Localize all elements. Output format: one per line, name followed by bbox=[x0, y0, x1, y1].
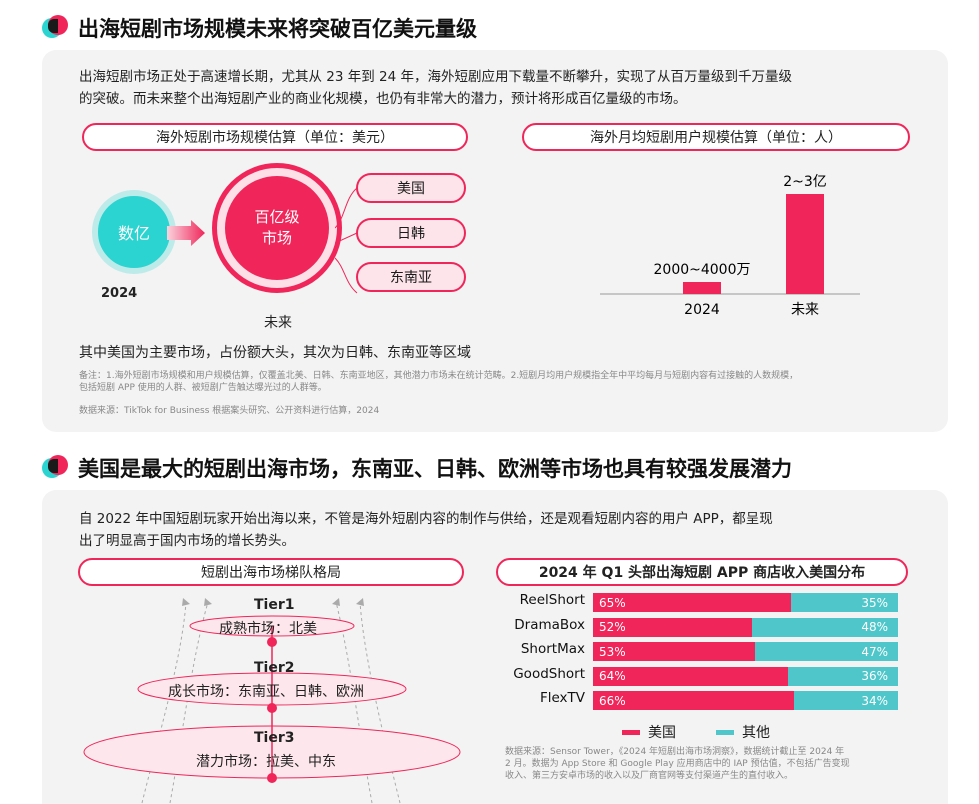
revenue-bar-us-segment: 52% bbox=[593, 617, 752, 637]
tiers-title: 短剧出海市场梯队格局 bbox=[78, 558, 464, 586]
section2-paragraph-line1: 自 2022 年中国短剧玩家开始出海以来，不管是海外短剧内容的制作与供给，还是观… bbox=[79, 511, 773, 527]
revenue-app-label: ReelShort bbox=[519, 592, 585, 608]
legend-us-swatch bbox=[622, 729, 640, 735]
revenue-bar: 65% 35% bbox=[593, 593, 898, 612]
section2-title-text: 美国是最大的短剧出海市场，东南亚、日韩、欧洲等市场也具有较强发展潜力 bbox=[78, 457, 792, 481]
section1-source: 数据来源：TikTok for Business 根据案头研究、公开资料进行估算… bbox=[79, 406, 380, 416]
revenue-app-label: ShortMax bbox=[520, 641, 585, 658]
section1-note-line2: 包括短剧 APP 使用的人群、被短剧广告触达曝光过的人群等。 bbox=[79, 383, 327, 393]
revenue-bar-us-segment: 53% bbox=[593, 642, 755, 662]
revenue-bar-us-segment: 66% bbox=[593, 691, 795, 711]
revenue-bar: 64% 36% bbox=[593, 666, 898, 686]
user-bar-value-1: 2~3亿 bbox=[783, 174, 827, 190]
revenue-bar-other-segment: 36% bbox=[788, 666, 898, 686]
section1-card: 出海短剧市场正处于高速增长期，尤其从 23 年到 24 年，海外短剧应用下载量不… bbox=[42, 50, 948, 432]
region-connector bbox=[335, 188, 358, 294]
revenue-source-line3: 收入、第三方安卓市场的收入以及厂商官网等支付渠道产生的直付收入。 bbox=[505, 771, 794, 781]
tiers-diagram bbox=[83, 598, 461, 804]
future-market-label2: 市场 bbox=[261, 229, 292, 247]
future-market-circle: 百亿级 市场 bbox=[225, 176, 329, 280]
section2-paragraph: 自 2022 年中国短剧玩家开始出海以来，不管是海外短剧内容的制作与供给，还是观… bbox=[79, 508, 773, 552]
revenue-bar-other-segment: 48% bbox=[751, 617, 898, 637]
tier2-name: Tier2 bbox=[254, 660, 295, 676]
revenue-bar-us-segment: 64% bbox=[593, 666, 789, 686]
tier1-desc: 成熟市场：北美 bbox=[219, 621, 317, 637]
section1-paragraph-line2: 的突破。而未来整个出海短剧产业的商业化规模，也仍有非常大的潜力，预计将形成百亿量… bbox=[79, 91, 687, 107]
revenue-app-label: FlexTV bbox=[539, 690, 585, 707]
brand-logo-icon bbox=[42, 15, 68, 41]
revenue-bar: 66% 34% bbox=[593, 691, 898, 711]
revenue-bar-other-segment: 34% bbox=[794, 691, 898, 711]
section1-paragraph: 出海短剧市场正处于高速增长期，尤其从 23 年到 24 年，海外短剧应用下载量不… bbox=[79, 66, 792, 110]
revenue-legend: 美国 其他 bbox=[622, 722, 770, 742]
tier3-name: Tier3 bbox=[254, 730, 295, 746]
brand-logo-icon bbox=[42, 455, 68, 481]
section1-title-text: 出海短剧市场规模未来将突破百亿美元量级 bbox=[78, 17, 477, 41]
revenue-bar-other-segment: 47% bbox=[754, 642, 898, 662]
user-size-title: 海外月均短剧用户规模估算（单位：人） bbox=[522, 123, 910, 151]
section1-title: 出海短剧市场规模未来将突破百亿美元量级 bbox=[42, 13, 477, 43]
revenue-source: 数据来源：Sensor Tower，《2024 年短剧出海市场洞察》，数据统计截… bbox=[505, 746, 850, 782]
current-market-label: 数亿 bbox=[117, 224, 150, 243]
tier1-name: Tier1 bbox=[254, 597, 295, 613]
current-market-circle: 数亿 bbox=[92, 190, 176, 274]
current-year-label: 2024 bbox=[101, 286, 138, 301]
future-year-label: 未来 bbox=[264, 315, 292, 331]
section1-note: 备注：1.海外短剧市场规模和用户规模估算，仅覆盖北美、日韩、东南亚地区，其他潜力… bbox=[79, 370, 798, 394]
revenue-source-line2: 2 月。数据为 App Store 和 Google Play 应用商店中的 I… bbox=[505, 759, 850, 769]
revenue-source-line1: 数据来源：Sensor Tower，《2024 年短剧出海市场洞察》，数据统计截… bbox=[505, 747, 845, 757]
region-pill-sea: 东南亚 bbox=[356, 262, 466, 292]
future-market-circle-outer: 百亿级 市场 bbox=[212, 163, 342, 293]
section1-summary: 其中美国为主要市场，占份额大头，其次为日韩、东南亚等区域 bbox=[79, 345, 471, 361]
section1-note-line1: 备注：1.海外短剧市场规模和用户规模估算，仅覆盖北美、日韩、东南亚地区，其他潜力… bbox=[79, 371, 799, 381]
legend-other-label: 其他 bbox=[742, 725, 770, 741]
revenue-bar: 53% 47% bbox=[593, 642, 898, 662]
section2-card: 自 2022 年中国短剧玩家开始出海以来，不管是海外短剧内容的制作与供给，还是观… bbox=[42, 490, 948, 804]
revenue-bar-us-segment: 65% bbox=[593, 593, 792, 612]
revenue-app-label: DramaBox bbox=[514, 616, 585, 633]
legend-other-swatch bbox=[716, 729, 734, 735]
user-bar-category-0: 2024 bbox=[684, 302, 720, 318]
user-bar-value-0: 2000~4000万 bbox=[654, 262, 751, 278]
section2-paragraph-line2: 出了明显高于国内市场的增长势头。 bbox=[79, 533, 295, 549]
user-bar-1 bbox=[786, 194, 824, 294]
revenue-bar-other-segment: 35% bbox=[791, 593, 898, 612]
tier3-desc: 潜力市场：拉美、中东 bbox=[196, 754, 336, 770]
legend-us-label: 美国 bbox=[648, 725, 676, 741]
user-bar-0 bbox=[683, 282, 721, 294]
market-size-title: 海外短剧市场规模估算（单位：美元） bbox=[82, 123, 468, 151]
future-market-label1: 百亿级 bbox=[254, 208, 300, 226]
growth-arrow-icon bbox=[167, 220, 205, 246]
section1-paragraph-line1: 出海短剧市场正处于高速增长期，尤其从 23 年到 24 年，海外短剧应用下载量不… bbox=[79, 69, 793, 85]
region-pill-us: 美国 bbox=[356, 173, 466, 203]
revenue-app-label: GoodShort bbox=[513, 665, 585, 682]
user-bar-category-1: 未来 bbox=[791, 302, 819, 318]
revenue-bar: 52% 48% bbox=[593, 617, 898, 637]
tier2-desc: 成长市场：东南亚、日韩、欧洲 bbox=[168, 684, 364, 700]
region-pill-jk: 日韩 bbox=[356, 218, 466, 248]
revenue-title: 2024 年 Q1 头部出海短剧 APP 商店收入美国分布 bbox=[496, 558, 908, 586]
section2-title: 美国是最大的短剧出海市场，东南亚、日韩、欧洲等市场也具有较强发展潜力 bbox=[42, 453, 792, 483]
